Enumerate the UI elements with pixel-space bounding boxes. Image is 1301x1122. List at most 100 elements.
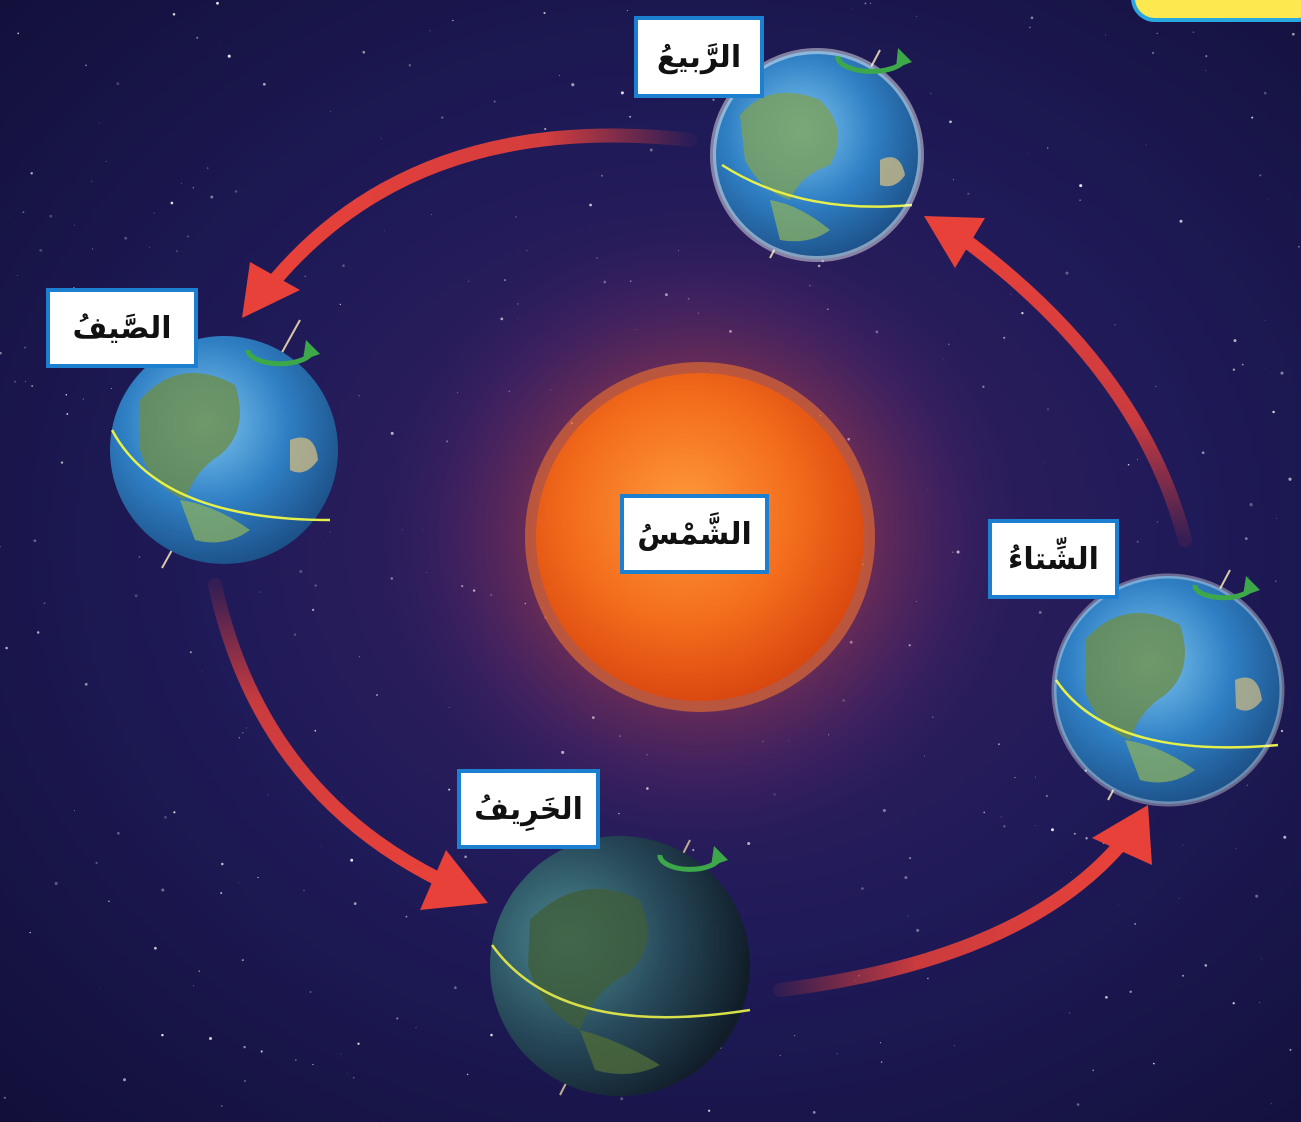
star	[429, 30, 431, 32]
star	[1105, 34, 1106, 36]
star	[54, 881, 58, 886]
star	[9, 217, 10, 218]
star	[304, 275, 306, 278]
star	[1084, 769, 1087, 772]
star	[330, 110, 331, 112]
star	[82, 398, 84, 400]
star	[1000, 816, 1002, 818]
star	[466, 1073, 469, 1076]
star	[1076, 1103, 1080, 1106]
star	[1247, 576, 1249, 578]
star	[74, 224, 76, 226]
star	[1028, 26, 1031, 29]
star	[1201, 451, 1205, 455]
star	[904, 876, 908, 880]
star	[173, 811, 176, 814]
star	[309, 991, 312, 993]
star	[299, 569, 303, 574]
star	[380, 138, 382, 140]
orbit-arrow-winter-spring	[958, 233, 1192, 547]
star	[1118, 904, 1119, 906]
star	[1014, 777, 1016, 779]
star	[930, 93, 932, 94]
star	[649, 148, 653, 152]
star	[311, 608, 315, 612]
star	[267, 794, 269, 796]
star	[1270, 1103, 1272, 1105]
star	[303, 890, 305, 892]
star	[85, 64, 87, 67]
star	[544, 127, 547, 131]
star	[490, 1033, 493, 1037]
star	[320, 846, 322, 848]
star	[1259, 1001, 1261, 1004]
star	[384, 230, 385, 231]
star	[1244, 537, 1248, 540]
earth-spring	[710, 48, 924, 262]
orbit-arrow-summer-autumn	[208, 578, 447, 887]
star	[626, 9, 628, 12]
star	[515, 216, 517, 218]
star	[1153, 1062, 1155, 1065]
star	[571, 83, 575, 87]
star	[952, 179, 954, 181]
star	[1046, 147, 1049, 149]
star	[1071, 872, 1072, 873]
star	[95, 861, 98, 865]
star	[49, 214, 53, 218]
arrowhead-autumn	[420, 850, 488, 910]
star	[60, 461, 64, 464]
star	[0, 351, 2, 355]
label-autumn: الخَرِيفُ	[457, 769, 600, 849]
star	[362, 50, 366, 54]
star	[861, 887, 864, 890]
label-winter: الشِّتاءُ	[988, 519, 1119, 599]
star	[1283, 835, 1287, 839]
star	[17, 32, 20, 35]
star	[99, 988, 101, 990]
star	[220, 892, 223, 895]
star	[341, 797, 343, 798]
star	[997, 743, 1000, 746]
star	[74, 809, 75, 811]
star	[916, 928, 920, 932]
star	[1003, 336, 1006, 339]
star	[161, 1033, 164, 1037]
star	[1127, 463, 1130, 466]
star	[448, 788, 451, 791]
star	[170, 201, 174, 205]
star	[29, 931, 31, 934]
star	[967, 192, 970, 196]
star	[1246, 784, 1248, 786]
star	[24, 346, 27, 349]
star	[620, 91, 624, 95]
star	[620, 1097, 624, 1101]
star	[210, 195, 214, 199]
star	[322, 541, 323, 543]
star	[1263, 91, 1267, 95]
arrowhead-summer	[242, 262, 300, 318]
star	[346, 1072, 348, 1074]
star	[1272, 410, 1275, 414]
star	[907, 915, 909, 917]
star	[208, 1036, 213, 1041]
star	[909, 857, 912, 860]
star	[91, 180, 93, 182]
star	[198, 970, 201, 972]
star	[431, 214, 433, 216]
earth-autumn	[490, 836, 751, 1096]
star	[1182, 844, 1184, 846]
star	[180, 182, 182, 184]
star	[1079, 199, 1081, 201]
arrowhead-winter	[1092, 805, 1152, 865]
star	[452, 19, 454, 22]
star	[629, 115, 632, 118]
star	[1069, 1012, 1071, 1014]
star	[244, 1080, 246, 1082]
star	[880, 1042, 882, 1044]
star	[1156, 521, 1159, 523]
star	[525, 249, 528, 252]
star	[43, 602, 46, 605]
orbit-arrow-autumn-winter	[773, 838, 1127, 997]
